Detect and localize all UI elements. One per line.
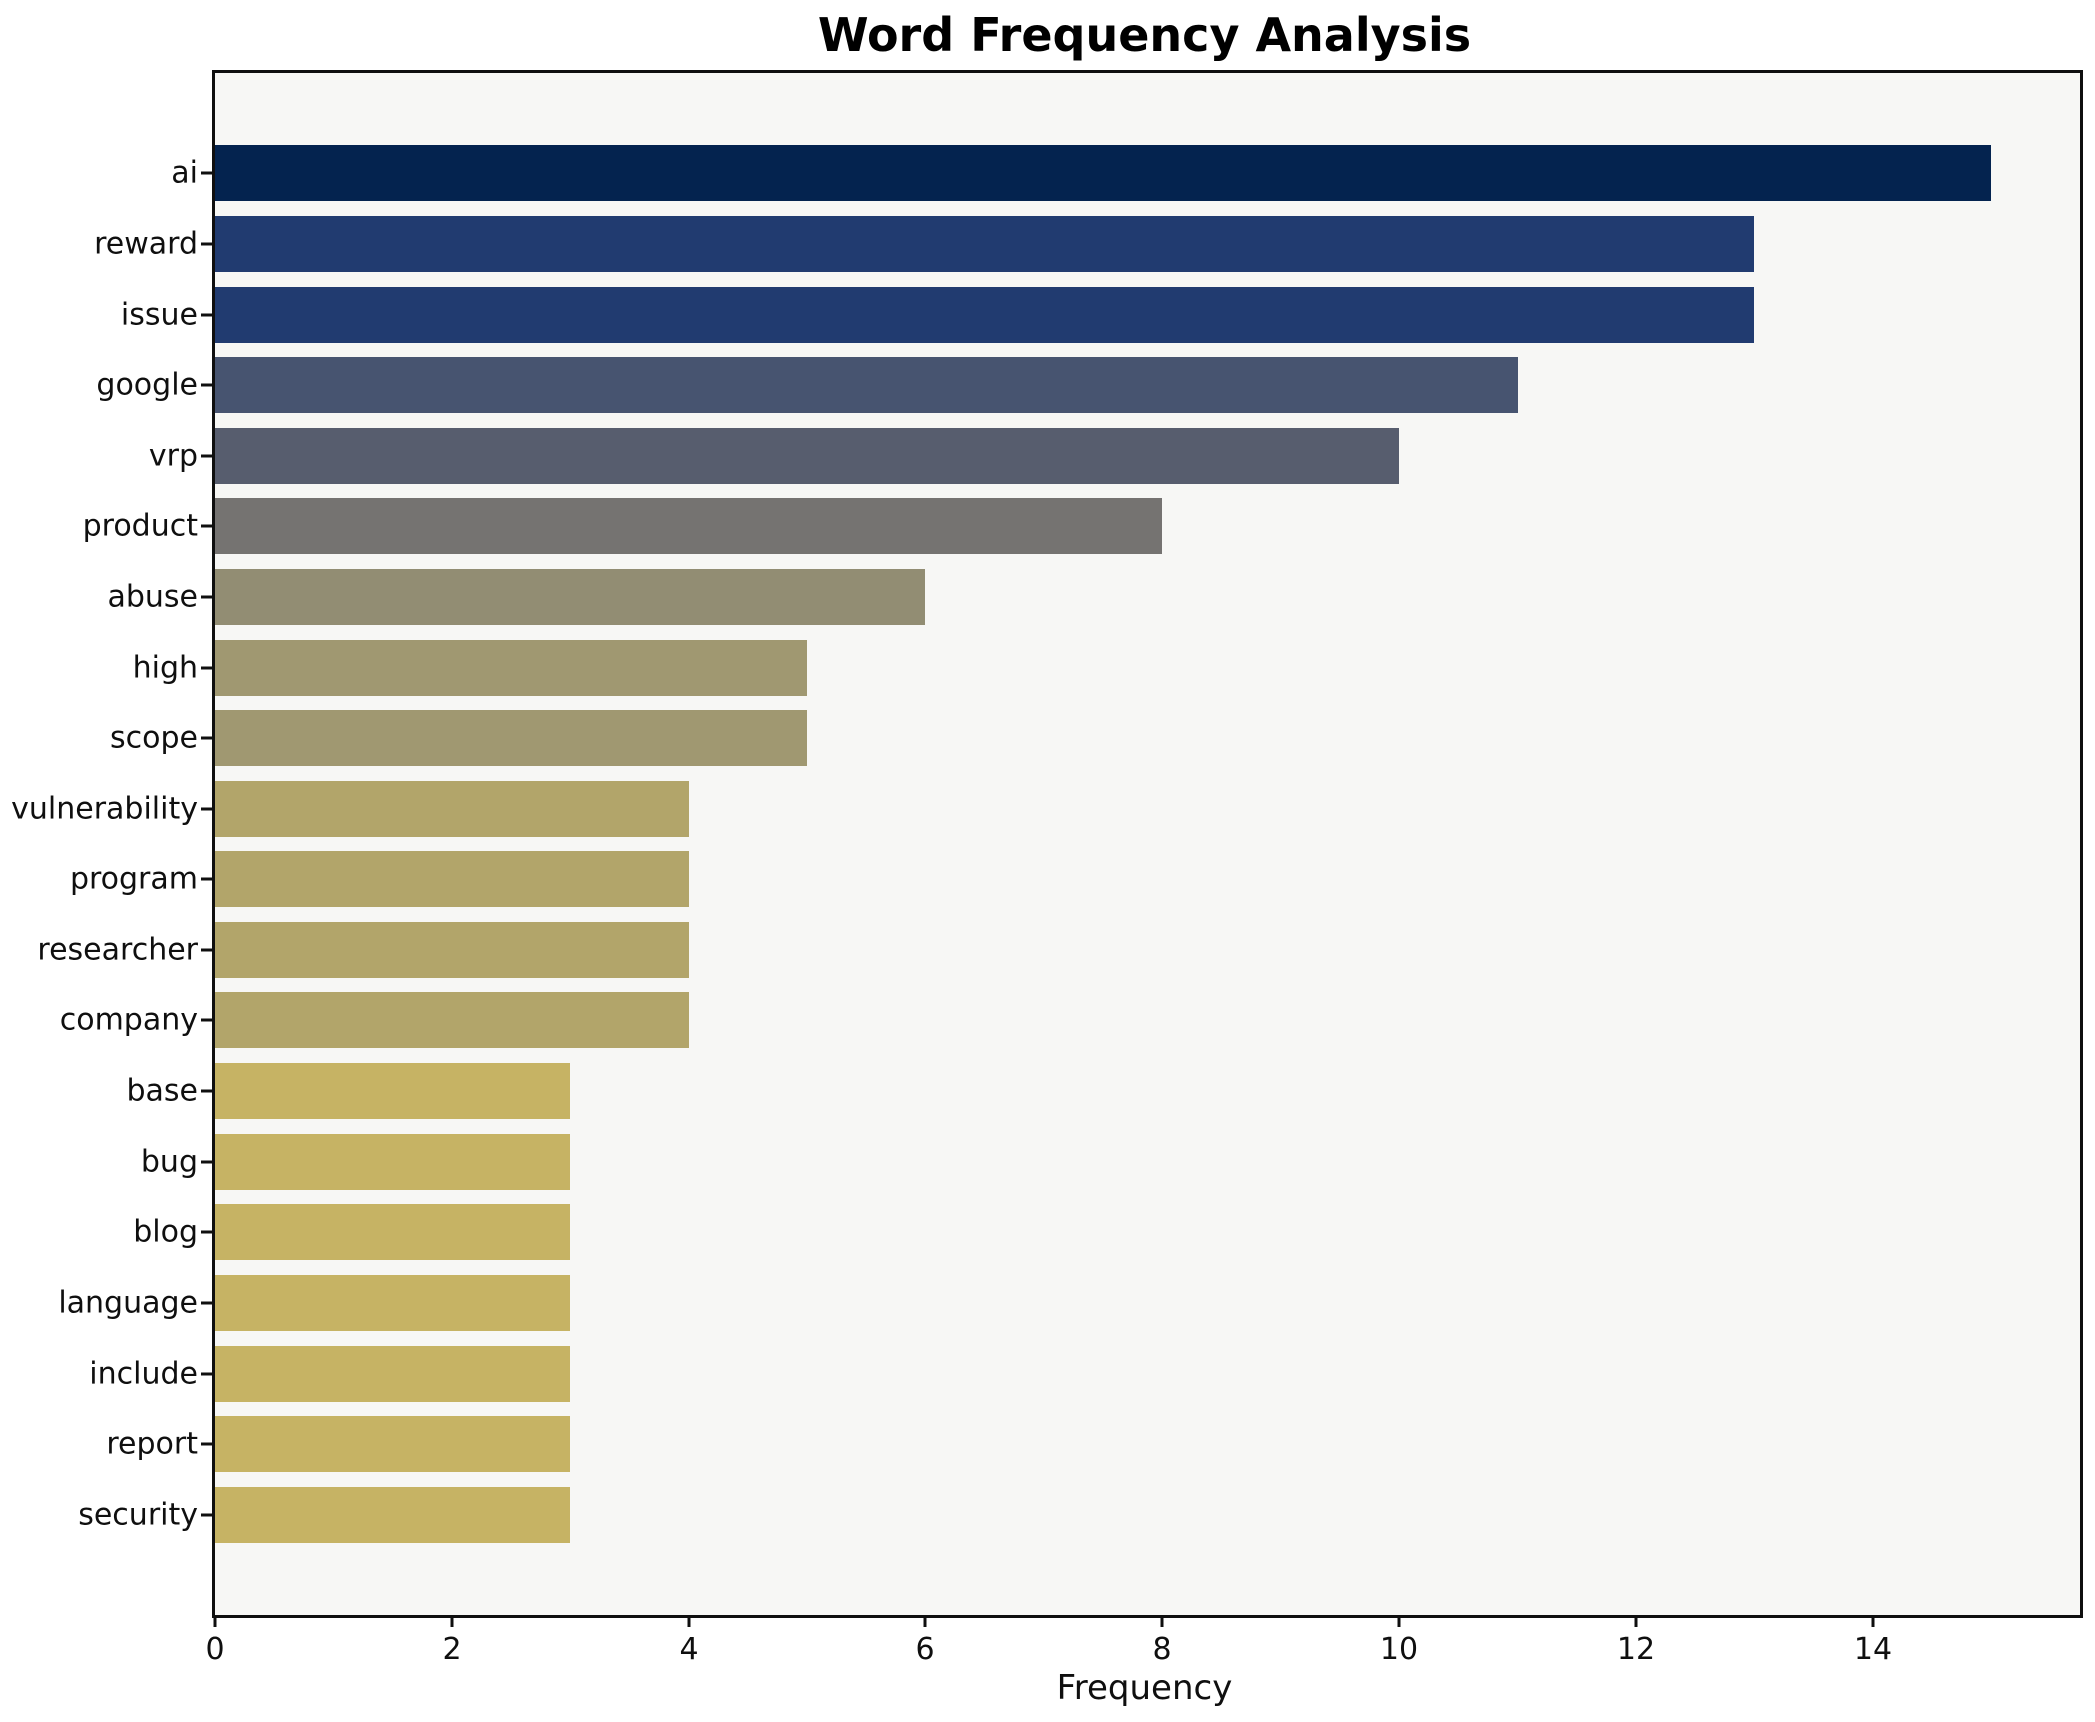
x-tick-label-10: 10 bbox=[1379, 1632, 1419, 1667]
y-tick-mark-issue bbox=[201, 313, 212, 317]
bar-blog bbox=[215, 1204, 570, 1260]
y-tick-label-ai: ai bbox=[171, 155, 198, 191]
y-tick-label-vrp: vrp bbox=[148, 438, 198, 474]
y-tick-mark-company bbox=[201, 1018, 212, 1022]
y-tick-label-include: include bbox=[89, 1356, 198, 1392]
bar-researcher bbox=[215, 922, 689, 978]
y-tick-mark-base bbox=[201, 1089, 212, 1093]
y-tick-mark-report bbox=[201, 1442, 212, 1446]
y-tick-mark-vulnerability bbox=[201, 807, 212, 811]
y-tick-label-blog: blog bbox=[133, 1214, 198, 1250]
y-tick-label-company: company bbox=[59, 1002, 198, 1038]
x-tick-mark-6 bbox=[923, 1615, 927, 1627]
y-tick-mark-product bbox=[201, 524, 212, 528]
x-tick-mark-14 bbox=[1871, 1615, 1875, 1627]
y-tick-mark-abuse bbox=[201, 595, 212, 599]
y-tick-mark-blog bbox=[201, 1230, 212, 1234]
y-tick-mark-scope bbox=[201, 736, 212, 740]
x-tick-mark-10 bbox=[1397, 1615, 1401, 1627]
y-tick-label-scope: scope bbox=[110, 720, 198, 756]
x-tick-label-0: 0 bbox=[205, 1632, 225, 1667]
bar-vrp bbox=[215, 428, 1399, 484]
bar-vulnerability bbox=[215, 781, 689, 837]
y-tick-mark-include bbox=[201, 1372, 212, 1376]
x-tick-mark-12 bbox=[1634, 1615, 1638, 1627]
x-tick-label-6: 6 bbox=[915, 1632, 935, 1667]
x-tick-mark-0 bbox=[213, 1615, 217, 1627]
y-tick-label-language: language bbox=[58, 1285, 198, 1321]
y-tick-label-issue: issue bbox=[120, 297, 198, 333]
y-tick-label-google: google bbox=[96, 367, 198, 403]
bar-high bbox=[215, 640, 807, 696]
plot-area bbox=[212, 70, 2083, 1618]
x-axis-label: Frequency bbox=[1056, 1668, 1233, 1708]
y-tick-mark-researcher bbox=[201, 948, 212, 952]
bar-abuse bbox=[215, 569, 925, 625]
y-tick-label-base: base bbox=[126, 1073, 198, 1109]
x-tick-mark-8 bbox=[1160, 1615, 1164, 1627]
x-tick-label-2: 2 bbox=[442, 1632, 462, 1667]
y-tick-label-report: report bbox=[106, 1426, 198, 1462]
x-tick-label-4: 4 bbox=[679, 1632, 699, 1667]
y-tick-mark-program bbox=[201, 877, 212, 881]
y-tick-label-vulnerability: vulnerability bbox=[11, 791, 198, 827]
y-tick-label-program: program bbox=[69, 861, 198, 897]
bar-report bbox=[215, 1416, 570, 1472]
chart-title: Word Frequency Analysis bbox=[817, 8, 1472, 62]
x-tick-mark-4 bbox=[687, 1615, 691, 1627]
x-tick-mark-2 bbox=[450, 1615, 454, 1627]
x-tick-label-12: 12 bbox=[1616, 1632, 1656, 1667]
bar-issue bbox=[215, 287, 1754, 343]
bar-security bbox=[215, 1487, 570, 1543]
bar-reward bbox=[215, 216, 1754, 272]
bar-company bbox=[215, 992, 689, 1048]
y-tick-label-high: high bbox=[132, 650, 198, 686]
y-tick-label-security: security bbox=[78, 1497, 198, 1533]
y-tick-mark-language bbox=[201, 1301, 212, 1305]
bar-program bbox=[215, 851, 689, 907]
y-tick-label-abuse: abuse bbox=[107, 579, 198, 615]
bar-product bbox=[215, 498, 1162, 554]
y-tick-mark-reward bbox=[201, 242, 212, 246]
bar-bug bbox=[215, 1134, 570, 1190]
bar-include bbox=[215, 1346, 570, 1402]
bar-scope bbox=[215, 710, 807, 766]
x-tick-label-14: 14 bbox=[1853, 1632, 1893, 1667]
y-tick-mark-high bbox=[201, 666, 212, 670]
y-tick-mark-security bbox=[201, 1513, 212, 1517]
y-tick-label-reward: reward bbox=[94, 226, 198, 262]
bar-ai bbox=[215, 145, 1991, 201]
x-tick-label-8: 8 bbox=[1152, 1632, 1172, 1667]
y-tick-mark-vrp bbox=[201, 454, 212, 458]
y-tick-label-researcher: researcher bbox=[37, 932, 198, 968]
y-tick-mark-ai bbox=[201, 171, 212, 175]
y-tick-label-bug: bug bbox=[140, 1144, 198, 1180]
y-tick-label-product: product bbox=[82, 508, 198, 544]
y-tick-mark-bug bbox=[201, 1160, 212, 1164]
bar-base bbox=[215, 1063, 570, 1119]
bar-google bbox=[215, 357, 1518, 413]
y-tick-mark-google bbox=[201, 383, 212, 387]
bar-language bbox=[215, 1275, 570, 1331]
